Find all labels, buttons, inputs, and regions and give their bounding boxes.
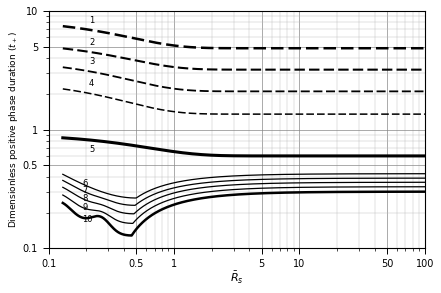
- Text: 8: 8: [82, 194, 87, 203]
- Text: 6: 6: [82, 179, 87, 188]
- Text: 4: 4: [89, 79, 94, 88]
- Y-axis label: Dimensionless positive phase duration ($t_+$): Dimensionless positive phase duration ($…: [7, 31, 20, 228]
- Text: 7: 7: [82, 186, 87, 195]
- Text: 9: 9: [82, 203, 87, 212]
- X-axis label: $\bar{R}_s$: $\bar{R}_s$: [230, 270, 243, 286]
- Text: 5: 5: [89, 145, 94, 154]
- Text: 1: 1: [89, 16, 94, 25]
- Text: 10: 10: [82, 215, 93, 224]
- Text: 3: 3: [89, 57, 94, 66]
- Text: 2: 2: [89, 38, 94, 47]
